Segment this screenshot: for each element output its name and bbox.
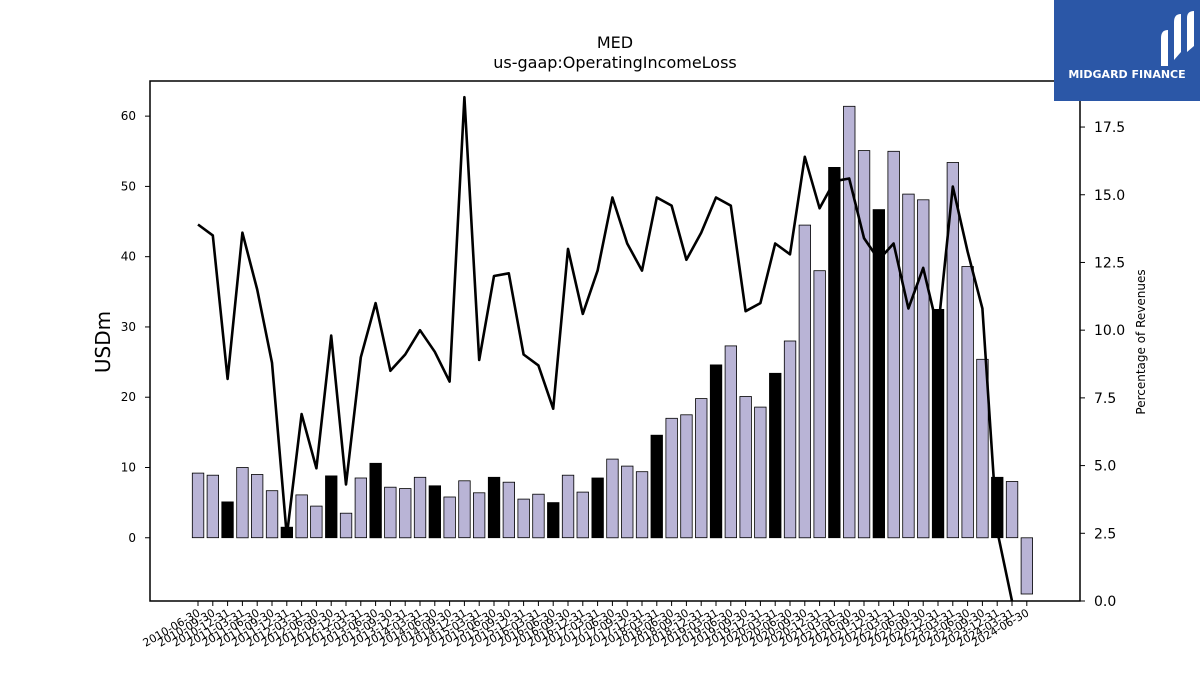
bar-2018-09-30	[680, 414, 693, 539]
y-tick-label: 30	[121, 320, 136, 334]
chart-subtitle: us-gaap:OperatingIncomeLoss	[493, 53, 737, 72]
bar-2011-09-30	[265, 490, 279, 539]
bar-2022-06-30	[902, 193, 915, 539]
bar-2019-03-31	[709, 364, 723, 539]
line-series	[197, 95, 1014, 601]
y-tick-label: 10	[121, 460, 136, 474]
bar-2011-06-30	[250, 474, 264, 539]
y-tick-label: 0	[128, 531, 136, 545]
y2-tick-label: 12.5	[1094, 255, 1125, 271]
chart-title: MED	[597, 33, 633, 52]
bar-2013-09-30	[384, 486, 397, 539]
midgard-logo-icon	[1161, 11, 1194, 66]
y2-axis: 0.0 2.5 5.0 7.5 10.0 12.5 15.0 17.5	[1080, 120, 1125, 610]
x-axis: 2010-06-302010-09-302010-12-312011-03-31…	[141, 601, 1031, 650]
y2-tick-label: 17.5	[1094, 120, 1125, 136]
bar-2013-12-31	[399, 488, 412, 539]
bar-2016-12-31	[576, 491, 589, 539]
bar-2020-09-30	[798, 224, 811, 539]
bar-2016-06-30	[547, 502, 560, 539]
bar-2021-06-30	[843, 105, 856, 539]
midgard-finance-logo: MIDGARD FINANCE	[1054, 0, 1200, 101]
y2-tick-label: 10.0	[1094, 323, 1125, 339]
bar-2013-03-31	[354, 477, 368, 539]
bar-2014-03-31	[413, 476, 427, 539]
y-tick-label: 20	[121, 390, 136, 404]
bar-2022-03-31	[887, 150, 900, 539]
bar-2023-12-31	[991, 476, 1004, 539]
bar-2023-06-30	[961, 266, 974, 539]
percentage-line	[197, 95, 1014, 601]
bar-2015-03-31	[472, 492, 486, 539]
bar-2011-03-31	[236, 467, 249, 539]
bar-2013-06-30	[369, 462, 382, 539]
bar-2015-12-31	[517, 498, 530, 539]
bar-2018-03-31	[650, 434, 663, 539]
bar-2021-09-30	[857, 150, 871, 539]
bar-2020-06-30	[783, 340, 797, 539]
y-tick-label: 40	[121, 250, 136, 264]
y2-axis-label: Percentage of Revenues	[1134, 269, 1148, 414]
bar-2012-09-30	[325, 475, 338, 539]
bar-2015-09-30	[502, 481, 516, 539]
bar-2021-03-31	[828, 166, 841, 539]
bar-2022-12-31	[931, 308, 945, 539]
bar-2012-03-31	[295, 494, 308, 539]
bar-2019-12-31	[754, 406, 767, 539]
y-axis: 0 10 20 30 40 50 60	[121, 109, 150, 545]
bar-2019-06-30	[724, 345, 737, 539]
y-tick-label: 60	[121, 109, 136, 123]
bar-2020-12-31	[813, 270, 826, 539]
bar-2021-12-31	[872, 209, 885, 539]
bar-2016-03-31	[532, 493, 545, 539]
bar-2010-09-30	[206, 474, 220, 539]
bar-2018-06-30	[665, 417, 678, 539]
bar-2024-03-31	[1005, 481, 1019, 539]
bar-2015-06-30	[487, 476, 501, 539]
bar-2018-12-31	[695, 398, 708, 539]
bar-2022-09-30	[917, 199, 930, 539]
y-tick-label: 50	[121, 179, 136, 193]
bar-series	[191, 105, 1033, 595]
bar-2017-12-31	[635, 471, 649, 539]
bar-2023-09-30	[976, 358, 989, 539]
y2-tick-label: 15.0	[1094, 188, 1125, 204]
bar-2017-03-31	[591, 477, 604, 539]
logo-text: MIDGARD FINANCE	[1068, 68, 1186, 81]
y-axis-label: USDm	[91, 311, 115, 373]
bar-2014-06-30	[428, 485, 442, 539]
bar-2012-06-30	[310, 505, 323, 539]
bar-2019-09-30	[739, 396, 752, 539]
bar-2023-03-31	[946, 162, 959, 539]
plot-frame	[149, 80, 1081, 602]
bar-2010-12-31	[221, 501, 234, 539]
bar-2020-03-31	[769, 372, 782, 539]
y2-tick-label: 7.5	[1094, 391, 1116, 407]
y2-tick-label: 2.5	[1094, 526, 1116, 542]
y2-tick-label: 0.0	[1094, 594, 1116, 610]
bar-2016-09-30	[561, 474, 575, 539]
bar-2010-06-30	[191, 472, 205, 539]
bar-2024-06-30	[1020, 537, 1033, 595]
bar-2014-09-30	[443, 496, 456, 539]
bar-2012-12-31	[339, 512, 353, 539]
bar-2014-12-31	[458, 480, 471, 539]
bar-2017-09-30	[621, 465, 634, 539]
y2-tick-label: 5.0	[1094, 459, 1116, 475]
bar-2017-06-30	[606, 458, 619, 539]
